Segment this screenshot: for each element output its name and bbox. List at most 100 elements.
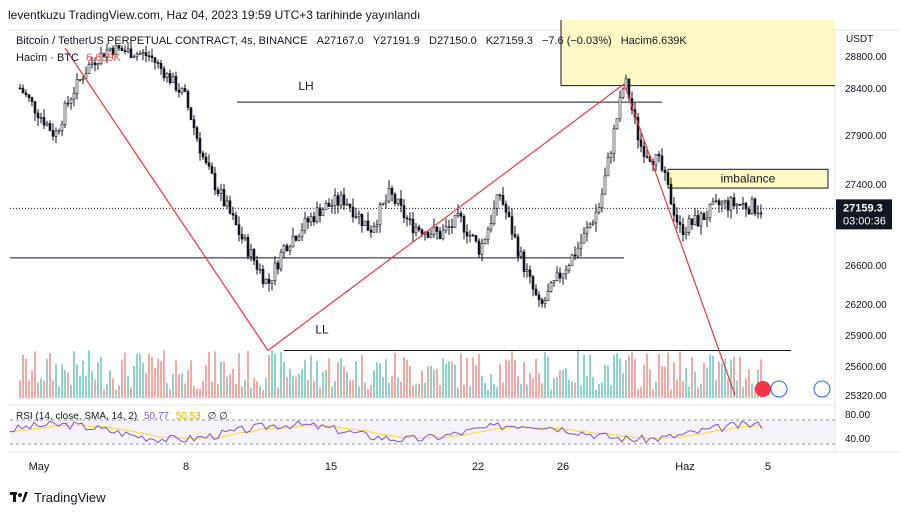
volume-bar: [658, 353, 660, 398]
volume-value: Hacim6.639K: [620, 35, 687, 47]
candle-body: [513, 233, 517, 238]
candle-body: [702, 213, 706, 221]
candle-body: [81, 78, 85, 81]
volume-bar: [484, 382, 486, 398]
candle-body: [345, 203, 349, 206]
high-value: Y27191.9: [372, 35, 420, 47]
volume-bar: [511, 351, 513, 398]
candle-body: [672, 203, 676, 216]
volume-bar: [469, 386, 471, 398]
footer-brand[interactable]: TradingView: [10, 490, 106, 505]
candle-body: [426, 231, 430, 238]
volume-bar: [574, 382, 576, 398]
candle-body: [744, 203, 748, 210]
candle-body: [108, 47, 112, 51]
candle-body: [612, 128, 616, 154]
volume-bar: [727, 379, 729, 398]
candle-body: [696, 215, 700, 227]
rsi-sma-value: 50.53: [175, 411, 201, 422]
candle-body: [588, 223, 592, 228]
candle-body: [687, 218, 691, 233]
candle-body: [660, 155, 664, 171]
candle-body: [255, 260, 259, 270]
candle-body: [27, 94, 31, 99]
candle-body: [519, 251, 523, 257]
candle-body: [327, 202, 331, 207]
candle-body: [306, 217, 310, 223]
candle-body: [171, 76, 175, 83]
volume-bar: [307, 379, 309, 398]
volume-bar: [301, 369, 303, 398]
volume-bar: [247, 350, 249, 398]
volume-bar: [751, 383, 753, 398]
candle-body: [309, 216, 313, 223]
volume-bar: [472, 357, 474, 398]
candle-body: [195, 127, 199, 139]
volume-bar: [316, 360, 318, 398]
volume-bar: [649, 369, 651, 398]
volume-bar: [394, 353, 396, 398]
candle-body: [585, 227, 589, 234]
volume-bar: [505, 359, 507, 398]
volume-bar: [358, 386, 360, 398]
candle-body: [663, 169, 667, 173]
candle-body: [462, 216, 466, 233]
rsi-label: RSI (14, close, SMA, 14, 2): [16, 411, 138, 422]
candle-body: [213, 173, 217, 191]
volume-bar: [115, 389, 117, 398]
candle-body: [105, 49, 109, 58]
candle-body: [399, 198, 403, 206]
candle-body: [654, 154, 658, 166]
candle-body: [303, 217, 307, 231]
volume-bar: [697, 387, 699, 398]
candle-body: [312, 216, 316, 223]
candle-body: [93, 62, 97, 66]
volume-bar: [454, 364, 456, 398]
event-flash-icon: [755, 381, 771, 397]
close-value: K27159.3: [485, 35, 533, 47]
volume-bar: [694, 371, 696, 398]
volume-bar: [661, 366, 663, 398]
candle-body: [165, 73, 169, 79]
volume-bar: [322, 371, 324, 398]
volume-bar: [457, 387, 459, 398]
candle-body: [363, 220, 367, 227]
candle-body: [477, 240, 481, 255]
candle-body: [78, 79, 82, 81]
volume-bar: [733, 356, 735, 398]
candle-body: [561, 273, 565, 279]
volume-bar: [31, 370, 33, 398]
volume-bar: [112, 378, 114, 398]
volume-bar: [490, 373, 492, 398]
candle-body: [123, 50, 127, 52]
candle-body: [690, 218, 694, 226]
volume-bar: [400, 381, 402, 398]
candle-body: [510, 216, 514, 235]
volume-bar: [568, 379, 570, 398]
volume-bar: [760, 359, 762, 398]
candle-body: [63, 102, 67, 125]
volume-bar: [103, 389, 105, 398]
candle-body: [642, 146, 646, 157]
volume-bar: [571, 381, 573, 398]
candle-body: [537, 294, 541, 300]
candle-body: [405, 217, 409, 220]
volume-bar: [229, 374, 231, 398]
candle-body: [732, 197, 736, 207]
candle-body: [45, 123, 49, 126]
volume-bar: [391, 376, 393, 398]
change-value: −7.6 (−0.03%): [541, 35, 612, 47]
volume-bar: [589, 355, 591, 398]
candle-body: [645, 156, 649, 158]
candle-body: [51, 130, 55, 137]
volume-bar: [487, 389, 489, 398]
price-axis-tick: 25900.00: [845, 331, 887, 342]
candle-body: [156, 62, 160, 64]
volume-bar: [388, 382, 390, 398]
candle-body: [681, 224, 685, 235]
candle-body: [465, 231, 469, 237]
volume-bar: [748, 369, 750, 398]
volume-bar: [451, 361, 453, 398]
volume-bar: [94, 379, 96, 398]
